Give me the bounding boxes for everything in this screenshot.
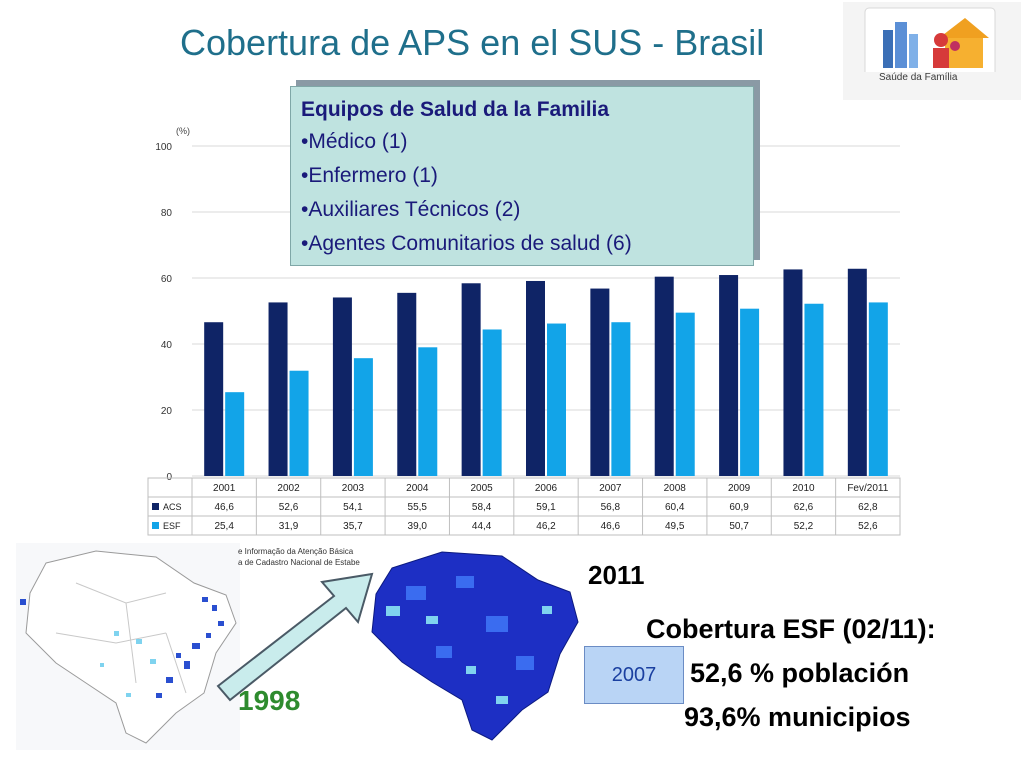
bar-esf-2010 (804, 303, 824, 476)
data-label-esf-2008: 49,5 (665, 521, 685, 532)
bar-esf-2005 (482, 329, 502, 476)
data-label-esf-2007: 46,6 (601, 521, 621, 532)
bar-acs-2009 (719, 275, 739, 476)
data-label-esf-2002: 31,9 (279, 521, 299, 532)
brazil-map-2011-icon (371, 551, 579, 741)
x-category-label-2002: 2002 (277, 483, 300, 494)
data-label-esf-2006: 46,2 (536, 521, 556, 532)
year-label-2011: 2011 (588, 560, 645, 590)
team-box-heading: Equipos de Salud da la Familia (301, 98, 610, 121)
bar-acs-2003 (332, 297, 352, 476)
y-tick-label-60: 60 (161, 274, 173, 285)
health-team-box: Equipos de Salud da la Familia •Médico (… (290, 86, 754, 266)
data-label-esf-2005: 44,4 (472, 521, 492, 532)
x-category-label-2008: 2008 (664, 483, 687, 494)
x-category-label-2005: 2005 (471, 483, 494, 494)
year-badge-2007: 2007 (584, 646, 684, 704)
bar-acs-Fev/2011 (847, 268, 867, 476)
brazil-map-2011 (366, 546, 580, 746)
data-label-acs-2007: 56,8 (601, 502, 621, 513)
legend-label-acs: ACS (163, 502, 182, 512)
map-source-line-2: a de Cadastro Nacional de Estabe (238, 558, 360, 567)
data-table-frame (147, 477, 901, 536)
x-category-label-2001: 2001 (213, 483, 236, 494)
data-label-esf-2001: 25,4 (214, 521, 234, 532)
data-label-esf-2010: 52,2 (794, 521, 814, 532)
data-label-esf-2003: 35,7 (343, 521, 363, 532)
y-tick-label-100: 100 (155, 142, 172, 153)
y-tick-label-40: 40 (161, 340, 173, 351)
bar-esf-2002 (289, 370, 309, 476)
bar-acs-2004 (397, 292, 417, 476)
legend-label-esf: ESF (163, 521, 181, 531)
x-category-label-2007: 2007 (599, 483, 622, 494)
team-item-medico: •Médico (1) (301, 130, 408, 153)
data-label-esf-2009: 50,7 (729, 521, 749, 532)
saude-da-familia-logo: Saúde da Família (843, 2, 1021, 100)
data-label-acs-2004: 55,5 (408, 502, 428, 513)
slide-title: Cobertura de APS en el SUS - Brasil (180, 22, 765, 63)
logo-caption: Saúde da Família (879, 72, 958, 83)
data-label-acs-2001: 46,6 (214, 502, 234, 513)
brazil-map-1998 (16, 543, 240, 750)
coverage-municipalities: 93,6% municipios (684, 702, 911, 732)
bar-acs-2006 (526, 280, 545, 476)
map-source-text: e Informação da Atenção Básica a de Cada… (238, 546, 360, 568)
year-label-1998: 1998 (238, 685, 301, 716)
bar-esf-2003 (353, 358, 373, 476)
data-label-acs-2003: 54,1 (343, 502, 363, 513)
brazil-map-1998-icon (20, 550, 237, 744)
map-source-line-1: e Informação da Atenção Básica (238, 547, 354, 556)
data-label-acs-2008: 60,4 (665, 502, 685, 513)
y-unit-label: (%) (176, 126, 190, 136)
x-category-label-2009: 2009 (728, 483, 751, 494)
bar-esf-2009 (740, 308, 760, 476)
x-category-label-2003: 2003 (342, 483, 365, 494)
coverage-title: Cobertura ESF (02/11): (646, 614, 936, 644)
x-category-label-2006: 2006 (535, 483, 558, 494)
data-label-acs-2006: 59,1 (536, 502, 556, 513)
legend-swatch-acs (152, 503, 159, 510)
bar-esf-2004 (418, 347, 438, 476)
bar-acs-2002 (268, 302, 288, 476)
progress-arrow-icon (216, 572, 374, 702)
bar-acs-2008 (654, 276, 674, 476)
bar-acs-2007 (590, 288, 610, 476)
bar-acs-2005 (461, 283, 481, 476)
family-house-logo-icon (864, 7, 996, 72)
y-tick-label-20: 20 (161, 406, 173, 417)
data-label-acs-Fev/2011: 62,8 (858, 502, 878, 513)
x-category-label-2004: 2004 (406, 483, 429, 494)
legend-swatch-esf (152, 522, 159, 529)
data-label-esf-Fev/2011: 52,6 (858, 521, 878, 532)
team-item-auxiliares: •Auxiliares Técnicos (2) (301, 198, 521, 221)
x-category-label-Fev/2011: Fev/2011 (847, 483, 888, 494)
y-tick-label-80: 80 (161, 208, 173, 219)
data-label-acs-2010: 62,6 (794, 502, 814, 513)
data-label-acs-2009: 60,9 (729, 502, 749, 513)
x-category-label-2010: 2010 (792, 483, 815, 494)
bar-esf-2007 (611, 322, 631, 476)
bar-acs-2001 (204, 322, 224, 476)
bar-acs-2010 (783, 269, 803, 476)
data-label-acs-2005: 58,4 (472, 502, 492, 513)
bar-esf-2008 (675, 312, 695, 476)
data-label-esf-2004: 39,0 (408, 521, 428, 532)
coverage-population: 52,6 % población (690, 658, 910, 688)
bar-esf-Fev/2011 (868, 302, 888, 476)
bar-esf-2006 (547, 323, 566, 476)
team-item-agentes: •Agentes Comunitarios de salud (6) (301, 232, 632, 255)
data-label-acs-2002: 52,6 (279, 502, 299, 513)
team-item-enfermero: •Enfermero (1) (301, 164, 438, 187)
bar-esf-2001 (225, 392, 245, 476)
